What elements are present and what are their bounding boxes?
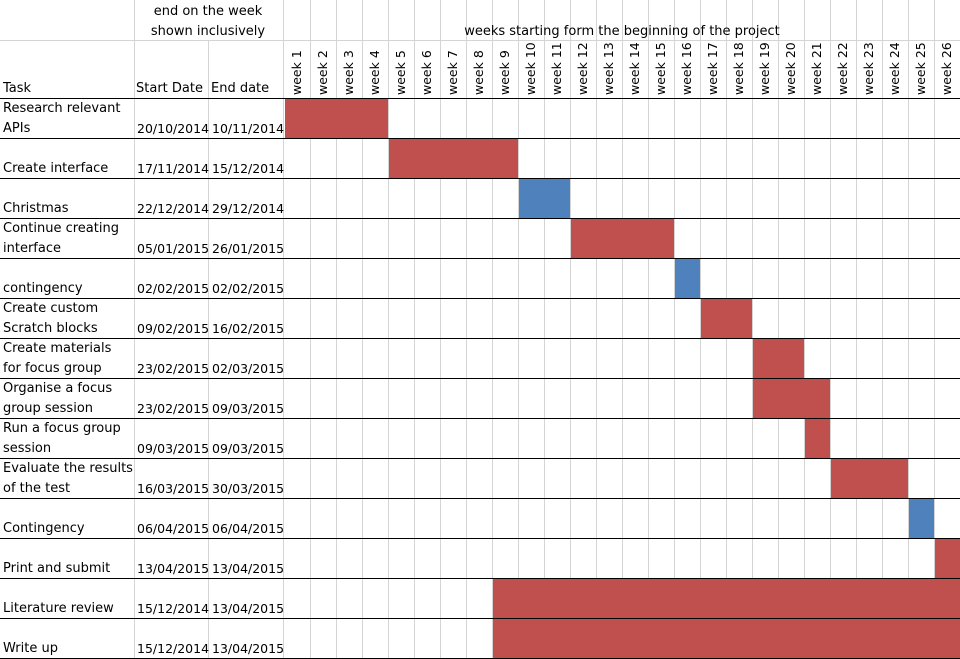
start-date: 17/11/2014 (137, 161, 210, 176)
week-label: week 12 (575, 42, 590, 95)
week-label: week 13 (601, 42, 616, 95)
start-date: 23/02/2015 (137, 361, 210, 376)
start-date: 15/12/2014 (137, 641, 210, 656)
task-name: Continue creating interface (3, 221, 119, 256)
start-date: 05/01/2015 (137, 241, 210, 256)
week-label: week 2 (315, 50, 330, 95)
start-date: 06/04/2015 (137, 521, 210, 536)
weeks-label: weeks starting form the beginning of the… (464, 24, 780, 39)
task-name: Literature review (3, 601, 114, 616)
week-label: week 23 (861, 42, 876, 95)
gantt-bar (701, 299, 752, 338)
task-name: Evaluate the results of the test (3, 461, 133, 496)
week-label: week 14 (627, 42, 642, 95)
task-name: Create custom Scratch blocks (3, 301, 99, 336)
week-label: week 1 (289, 50, 304, 95)
gantt-bar (753, 339, 804, 378)
end-date: 09/03/2015 (212, 441, 285, 456)
gantt-bar (389, 139, 518, 178)
task-name: contingency (3, 281, 83, 296)
week-label: week 22 (835, 42, 850, 95)
week-label: week 24 (887, 42, 902, 95)
gantt-bar (571, 219, 674, 258)
start-date: 13/04/2015 (137, 561, 210, 576)
end-date: 09/03/2015 (212, 401, 285, 416)
end-date: 02/02/2015 (212, 281, 285, 296)
end-date: 13/04/2015 (212, 561, 285, 576)
end-date: 10/11/2014 (212, 121, 285, 136)
week-label: week 8 (471, 50, 486, 95)
task-name: Organise a focus group session (3, 381, 113, 416)
week-label: week 3 (341, 50, 356, 95)
gantt-bar (831, 459, 908, 498)
task-name: Christmas (3, 201, 69, 216)
gantt-bar (493, 619, 960, 658)
week-label: week 15 (653, 42, 668, 95)
end-date: 13/04/2015 (212, 641, 285, 656)
week-label: week 11 (549, 42, 564, 95)
start-date: 20/10/2014 (137, 121, 210, 136)
column-header-end-date: End date (211, 81, 270, 96)
week-label: week 18 (731, 42, 746, 95)
task-name: Write up (3, 641, 58, 656)
gantt-bar (675, 259, 700, 298)
end-date: 02/03/2015 (212, 361, 285, 376)
gantt-bar (493, 579, 960, 618)
gantt-bar (753, 379, 830, 418)
start-date: 02/02/2015 (137, 281, 210, 296)
gantt-bar (285, 99, 388, 138)
week-label: week 25 (913, 42, 928, 95)
week-label: week 4 (367, 50, 382, 95)
week-label: week 9 (497, 50, 512, 95)
task-name: Create interface (3, 161, 109, 176)
week-label: week 19 (757, 42, 772, 95)
end-date: 29/12/2014 (212, 201, 285, 216)
column-header-start-date: Start Date (136, 81, 203, 96)
week-label: week 10 (523, 42, 538, 95)
task-name: Run a focus group session (3, 421, 121, 456)
week-label: week 5 (393, 50, 408, 95)
start-date: 09/02/2015 (137, 321, 210, 336)
end-date: 15/12/2014 (212, 161, 285, 176)
week-label: week 21 (809, 42, 824, 95)
start-date: 23/02/2015 (137, 401, 210, 416)
start-date: 09/03/2015 (137, 441, 210, 456)
column-header-task: Task (3, 81, 32, 96)
gantt-bar (909, 499, 934, 538)
gantt-bar (519, 179, 570, 218)
gantt-bar (805, 419, 830, 458)
task-name: Contingency (3, 521, 85, 536)
end-date: 06/04/2015 (212, 521, 285, 536)
task-name: Research relevant APIs (3, 101, 121, 136)
start-date: 22/12/2014 (137, 201, 210, 216)
week-label: week 17 (705, 42, 720, 95)
task-name: Print and submit (3, 561, 111, 576)
week-label: week 20 (783, 42, 798, 95)
week-label: week 26 (939, 42, 954, 95)
end-date: 26/01/2015 (212, 241, 285, 256)
task-name: Create materials for focus group (3, 341, 112, 376)
start-date: 15/12/2014 (137, 601, 210, 616)
gantt-bar (935, 539, 960, 578)
end-date: 16/02/2015 (212, 321, 285, 336)
group-label: end on the week shown inclusively (150, 4, 266, 39)
week-label: week 7 (445, 50, 460, 95)
start-date: 16/03/2015 (137, 481, 210, 496)
end-date: 13/04/2015 (212, 601, 285, 616)
week-label: week 6 (419, 50, 434, 95)
end-date: 30/03/2015 (212, 481, 285, 496)
week-label: week 16 (679, 42, 694, 95)
